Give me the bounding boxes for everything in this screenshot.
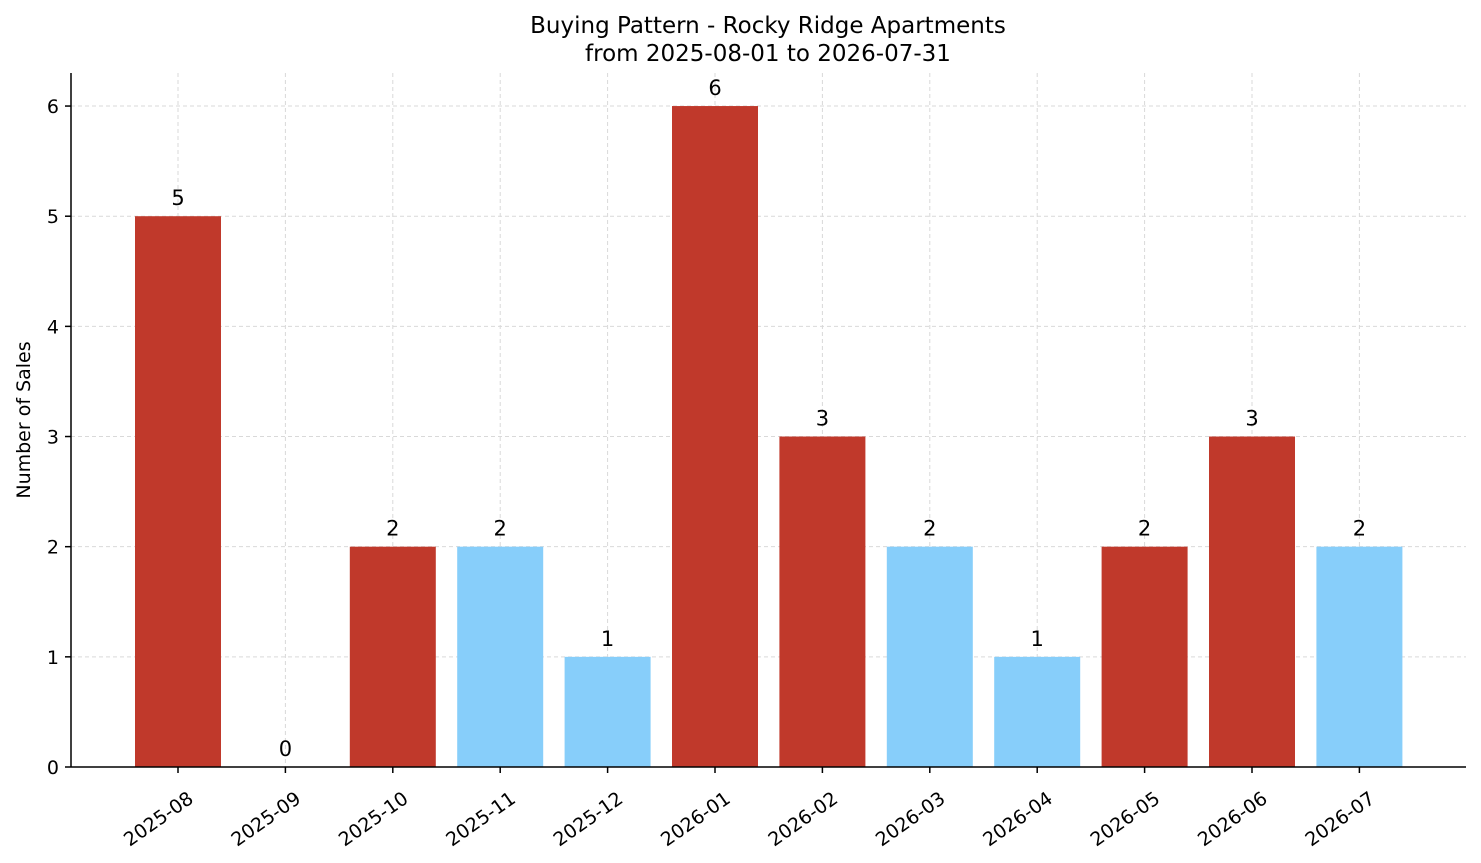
- x-tick-label: 2026-05: [1087, 788, 1165, 852]
- x-tick-label: 2025-10: [335, 788, 413, 852]
- y-axis-label: Number of Sales: [13, 341, 35, 498]
- y-tick-label: 2: [47, 537, 59, 559]
- bar-2026-07: [1316, 546, 1403, 767]
- data-labels: 5 0 2 2 1 6 3 2 1 2 3 2: [171, 76, 1366, 761]
- x-tick-label: 2026-03: [872, 788, 950, 852]
- x-tick-label: 2026-02: [764, 788, 842, 852]
- y-tick-label: 0: [47, 757, 59, 779]
- bar-2025-10: [349, 546, 436, 767]
- y-tick-label: 3: [47, 427, 59, 449]
- x-tick-label: 2026-01: [657, 788, 735, 852]
- bar-2025-11: [457, 546, 544, 767]
- bar-2026-04: [994, 656, 1081, 767]
- x-tick-label: 2025-08: [120, 788, 198, 852]
- x-tick-label: 2025-12: [550, 788, 628, 852]
- x-tick-label: 2026-04: [979, 788, 1057, 852]
- bar-2025-08: [135, 216, 221, 767]
- data-label-2026-02: 3: [816, 407, 829, 431]
- bar-2026-06: [1209, 436, 1295, 767]
- data-label-2026-04: 1: [1031, 627, 1044, 651]
- data-label-2026-03: 2: [923, 517, 936, 541]
- bar-2026-01: [672, 106, 758, 768]
- data-label-2026-06: 3: [1245, 407, 1258, 431]
- chart-subtitle: from 2025-08-01 to 2026-07-31: [585, 41, 951, 67]
- data-label-2025-10: 2: [386, 517, 399, 541]
- x-tick-label: 2025-09: [227, 788, 305, 852]
- data-label-2026-05: 2: [1138, 517, 1151, 541]
- data-label-2026-07: 2: [1353, 517, 1366, 541]
- data-label-2025-09: 0: [279, 737, 292, 761]
- y-tick-label: 4: [47, 316, 59, 338]
- bar-2026-03: [886, 546, 973, 767]
- bar-2025-12: [564, 656, 651, 767]
- y-tick-label: 1: [47, 647, 59, 669]
- bar-2026-05: [1101, 546, 1188, 767]
- data-label-2025-08: 5: [171, 186, 184, 210]
- x-tick-label: 2026-06: [1194, 788, 1272, 852]
- y-tick-label: 5: [47, 206, 59, 228]
- data-label-2025-12: 1: [601, 627, 614, 651]
- x-tick-label: 2026-07: [1301, 788, 1379, 852]
- chart-title: Buying Pattern - Rocky Ridge Apartments: [530, 13, 1006, 39]
- bar-2026-02: [779, 436, 866, 767]
- bars: [135, 106, 1403, 768]
- y-tick-label: 6: [47, 96, 59, 118]
- x-tick-label: 2025-11: [442, 788, 520, 852]
- data-label-2025-11: 2: [494, 517, 507, 541]
- data-label-2026-01: 6: [708, 76, 721, 100]
